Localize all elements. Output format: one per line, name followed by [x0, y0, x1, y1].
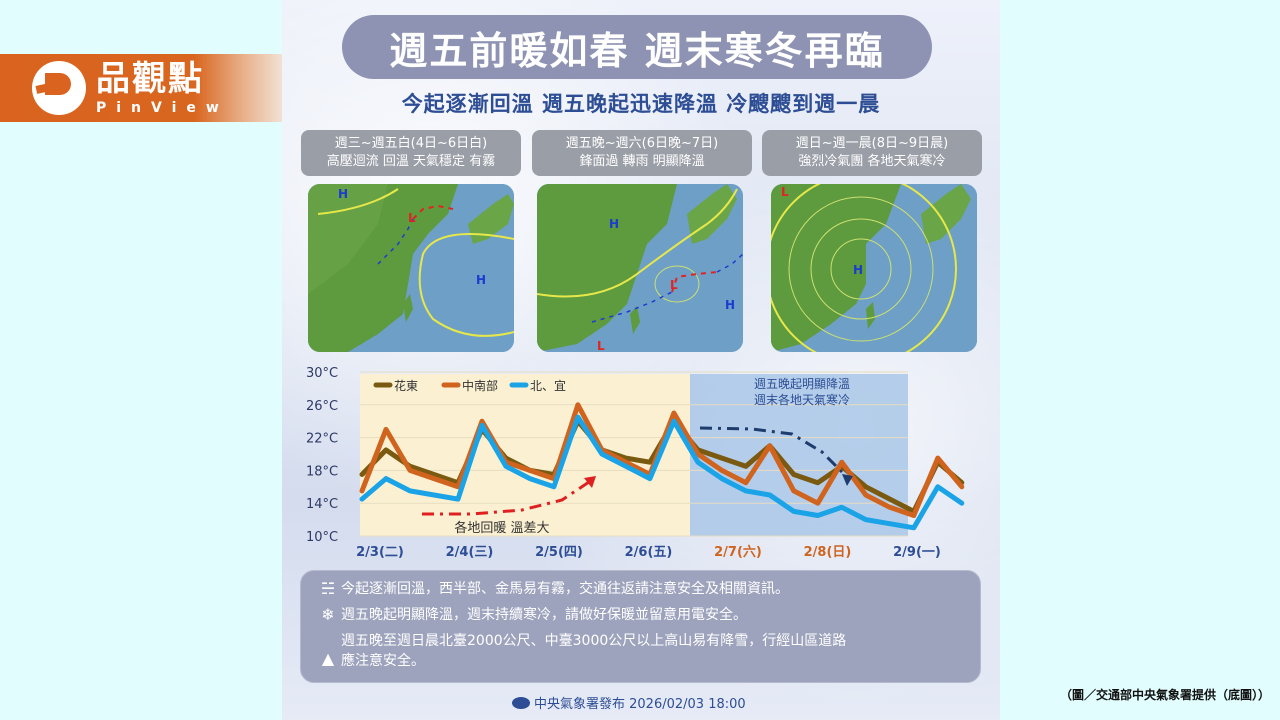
svg-text:H: H — [853, 263, 863, 277]
title-banner: 週五前暖如春 週末寒冬再臨 — [342, 15, 932, 79]
svg-text:L: L — [670, 278, 678, 292]
svg-text:週末各地天氣寒冷: 週末各地天氣寒冷 — [754, 392, 850, 407]
info-text: 今起逐漸回溫，西半部、金馬易有霧，交通往返請注意安全及相關資訊。 — [341, 581, 789, 597]
info-text: 週五晚至週日晨北臺2000公尺、中臺3000公尺以上高山易有降雪，行經山區道路 … — [341, 633, 847, 669]
x-tick-label: 2/3(二) — [356, 545, 404, 560]
svg-text:H: H — [725, 298, 735, 312]
panel-period: 週日~週一晨(8日~9日晨) — [795, 136, 949, 151]
poster-subtitle: 今起逐漸回溫 週五晚起迅速降溫 冷颼颼到週一晨 — [401, 92, 881, 116]
weather-poster: 週五前暖如春 週末寒冬再臨 今起逐漸回溫 週五晚起迅速降溫 冷颼颼到週一晨 週三… — [282, 0, 1000, 720]
x-tick-label: 2/5(四) — [535, 545, 583, 560]
x-tick-label: 2/9(一) — [893, 545, 941, 560]
panel-label-1: 週三~週五白(4日~6日白) 高壓迴流 回溫 天氣穩定 有霧 — [301, 130, 521, 176]
svg-text:週五晚起明顯降溫: 週五晚起明顯降溫 — [754, 377, 850, 391]
info-row-fog: ☵ 今起逐漸回溫，西半部、金馬易有霧，交通往返請注意安全及相關資訊。 — [315, 579, 966, 599]
pinview-logo-icon — [32, 61, 86, 115]
y-tick-label: 14°C — [306, 497, 338, 512]
temperature-line-chart: 30°C 26°C 22°C 18°C 14°C 10°C 2/3(二) 2/4(三) 2/5(… — [306, 366, 965, 560]
svg-text:L: L — [781, 185, 789, 199]
legend-item: 花東 — [394, 378, 418, 393]
y-tick-label: 26°C — [306, 399, 338, 414]
svg-text:各地回暖 溫差大: 各地回暖 溫差大 — [454, 520, 549, 536]
snowflake-icon: ❄ — [321, 605, 335, 624]
panel-desc: 強烈冷氣團 各地天氣寒冷 — [798, 154, 946, 169]
panel-label-3: 週日~週一晨(8日~9日晨) 強烈冷氣團 各地天氣寒冷 — [762, 130, 982, 176]
info-row-cold: ❄ 週五晚起明顯降溫，週末持續寒冷，請做好保暖並留意用電安全。 — [315, 605, 966, 625]
svg-text:H: H — [338, 187, 348, 201]
info-text: 週五晚起明顯降溫，週末持續寒冷，請做好保暖並留意用電安全。 — [341, 607, 747, 623]
svg-text:H: H — [609, 217, 619, 231]
pinview-logo-banner: 品觀點 PinView — [0, 54, 286, 122]
y-tick-label: 30°C — [306, 366, 338, 381]
weather-map-2: H L H L — [537, 184, 743, 352]
y-tick-label: 10°C — [306, 530, 338, 545]
temperature-chart: 30°C 26°C 22°C 18°C 14°C 10°C 2/3(二) 2/4(三) 2/5(… — [302, 362, 992, 562]
fog-icon: ☵ — [320, 579, 336, 598]
x-tick-label: 2/8(日) — [804, 545, 852, 560]
cwa-logo-icon — [512, 696, 530, 709]
panel-label-2: 週五晚~週六(6日晚~7日) 鋒面過 轉雨 明顯降溫 — [532, 130, 752, 176]
weather-map-3: H L — [771, 184, 977, 352]
panel-desc: 高壓迴流 回溫 天氣穩定 有霧 — [326, 154, 496, 169]
info-box: ☵ 今起逐漸回溫，西半部、金馬易有霧，交通往返請注意安全及相關資訊。 ❄ 週五晚… — [300, 570, 981, 683]
x-tick-label: 2/6(五) — [625, 545, 673, 560]
x-tick-label: 2/7(六) — [714, 544, 762, 560]
y-tick-label: 22°C — [306, 432, 338, 447]
publish-info: 中央氣象署發布 2026/02/03 18:00 — [534, 697, 746, 712]
mountain-icon: ▲ — [321, 649, 335, 668]
image-credit: （圖／交通部中央氣象署提供（底圖）） — [1059, 688, 1270, 702]
weather-map-1: H L H — [308, 184, 514, 352]
svg-text:L: L — [408, 211, 416, 225]
svg-text:L: L — [597, 339, 605, 352]
panel-period: 週三~週五白(4日~6日白) — [334, 136, 488, 151]
logo-name-en: PinView — [96, 100, 229, 116]
footer: 中央氣象署發布 2026/02/03 18:00 — [512, 693, 746, 712]
legend-item: 北、宜 — [530, 378, 566, 393]
panel-period: 週五晚~週六(6日晚~7日) — [565, 136, 719, 151]
panel-desc: 鋒面過 轉雨 明顯降溫 — [579, 154, 705, 169]
svg-text:H: H — [476, 273, 486, 287]
y-tick-label: 18°C — [306, 464, 338, 479]
series-line — [359, 414, 965, 531]
poster-title: 週五前暖如春 週末寒冬再臨 — [389, 28, 885, 73]
info-row-snow: ▲ 週五晚至週日晨北臺2000公尺、中臺3000公尺以上高山易有降雪，行經山區道… — [315, 631, 966, 671]
legend-item: 中南部 — [462, 378, 498, 393]
logo-name-cn: 品觀點 — [96, 59, 204, 99]
x-tick-label: 2/4(三) — [446, 545, 494, 560]
